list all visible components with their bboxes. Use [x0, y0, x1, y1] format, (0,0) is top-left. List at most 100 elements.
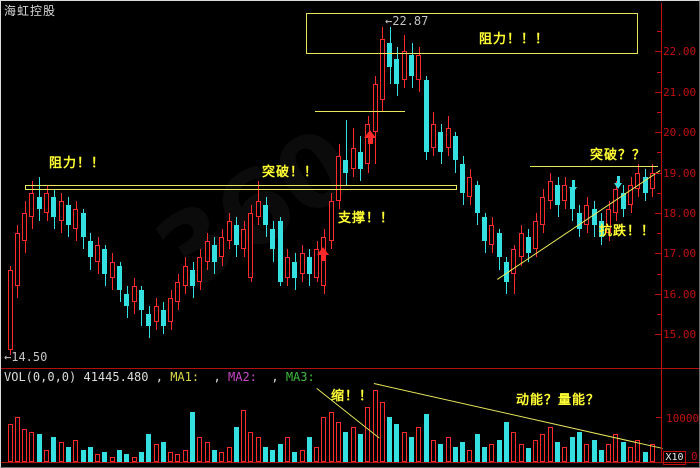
volume-bar [241, 409, 247, 462]
volume-bar [22, 429, 28, 462]
indicator-part: VOL(0,0,0) [4, 370, 84, 384]
volume-bar [219, 452, 225, 462]
volume-bar [416, 426, 422, 462]
candle-body [430, 124, 436, 149]
candle-body [277, 221, 283, 282]
price-axis-tick [655, 213, 661, 214]
candle-body [175, 281, 181, 302]
volume-bar [124, 453, 130, 462]
candle-body [547, 180, 553, 201]
resistance-box [306, 13, 638, 54]
candle-body [80, 213, 86, 238]
indicator-part: 41445.480 [83, 370, 156, 384]
candle-body [109, 261, 115, 278]
candle-body [168, 297, 174, 323]
volume-bar [562, 447, 568, 462]
annotation-text: 突破？？ [590, 148, 647, 163]
arrow-stem [572, 180, 575, 187]
volume-indicator-bar: VOL(0,0,0) 41445.480 , MA1: , MA2: , MA3… [4, 370, 322, 384]
price-axis-tick [655, 253, 661, 255]
volume-bar [36, 434, 42, 462]
volume-bar [438, 444, 444, 462]
low-price-label: ←14.50 [4, 350, 48, 364]
candle-body [533, 221, 539, 250]
volume-bar [540, 434, 546, 462]
arrow-head [614, 183, 622, 189]
price-axis-minor-tick [657, 314, 661, 316]
price-axis-label: 21.00 [663, 85, 697, 99]
volume-bar [598, 449, 604, 462]
volume-bar [387, 417, 393, 462]
volume-bar [211, 449, 217, 462]
down-arrow-marker [569, 180, 582, 195]
volume-bar [547, 426, 553, 462]
candle-body [584, 204, 590, 226]
volume-bar [423, 413, 429, 462]
candle-wick [345, 120, 347, 185]
volume-bar [430, 439, 436, 462]
candle-body [131, 285, 137, 302]
price-axis-minor-tick [657, 273, 661, 275]
bottom-axis-line [1, 462, 699, 463]
candle-body [525, 237, 531, 254]
candle-body [22, 213, 28, 242]
volume-bar [336, 421, 341, 462]
candle-body [314, 249, 320, 278]
volume-bar [7, 424, 13, 462]
price-axis-minor-tick [657, 111, 661, 113]
indicator-part: MA3: [285, 370, 322, 384]
candle-body [489, 225, 495, 246]
volume-bar [160, 442, 166, 462]
price-axis-minor-tick [657, 71, 661, 73]
volume-bar [467, 449, 473, 462]
candle-body [372, 83, 378, 133]
candle-body [124, 293, 130, 306]
price-axis-minor-tick [657, 233, 661, 235]
volume-bar [233, 426, 239, 462]
volume-bar [555, 442, 560, 462]
candle-body [197, 257, 203, 282]
volume-bar [576, 431, 582, 462]
annotation-text: 缩！！ [331, 389, 374, 404]
candle-body [620, 192, 626, 209]
annotation-text: 动能？量能？ [516, 393, 601, 408]
volume-bar [321, 417, 327, 462]
candle-body [555, 184, 560, 205]
candle-body [467, 176, 473, 197]
candle-body [394, 59, 400, 84]
price-axis-label: 17.00 [663, 247, 697, 261]
volume-axis-label: 10000 [666, 412, 700, 425]
down-arrow-marker [614, 176, 627, 191]
candle-body [87, 241, 93, 258]
candle-body [7, 269, 13, 351]
candle-body [350, 148, 356, 169]
volume-bar [372, 390, 378, 462]
indicator-part: , [206, 370, 228, 384]
candle-body [36, 196, 42, 209]
annotation-text: 阻力！！！ [479, 32, 550, 47]
price-axis-tick [655, 293, 661, 295]
volume-bar [496, 439, 502, 462]
candle-body [51, 196, 57, 218]
candle-body [482, 217, 487, 242]
candle-body [540, 196, 546, 226]
volume-bar [642, 452, 648, 462]
volume-bar [489, 444, 495, 462]
volume-bar [117, 449, 122, 462]
candle-body [460, 164, 466, 193]
volume-bar [299, 449, 305, 462]
candle-body [14, 233, 20, 286]
candle-body [138, 289, 144, 311]
volume-bar [628, 447, 633, 462]
volume-bar [591, 439, 597, 462]
volume-bar [357, 434, 363, 462]
candle-body [182, 265, 188, 286]
volume-bar [474, 434, 480, 462]
volume-bar [204, 442, 210, 462]
volume-bar [649, 444, 655, 462]
volume-bar [445, 436, 451, 462]
volume-bar [138, 452, 144, 462]
volume-bar [409, 436, 414, 462]
candle-body [292, 261, 298, 278]
arrow-head [569, 187, 577, 193]
